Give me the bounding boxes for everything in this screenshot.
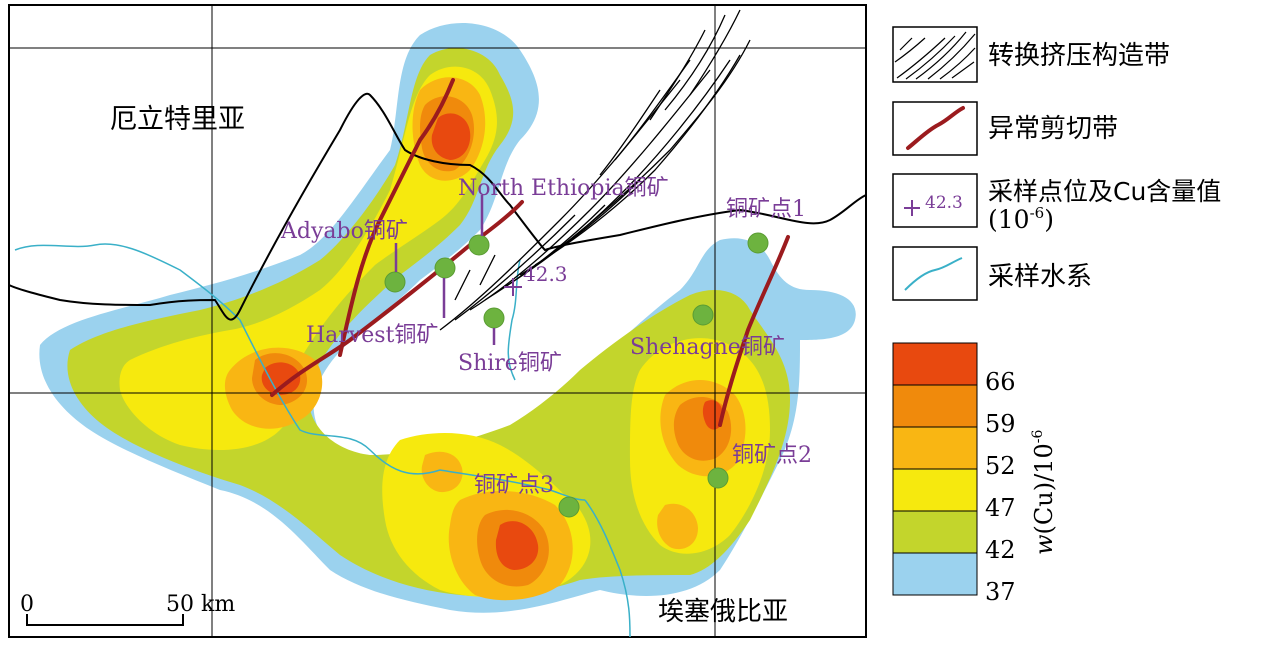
colorbar-tick-42: 42 (985, 536, 1016, 564)
mine-label-site-1: 铜矿点1 (726, 197, 806, 222)
mine-label-shehagne: Shehagne铜矿 (630, 335, 785, 360)
legend: 转换挤压构造带 异常剪切带 42.3 采样点位及Cu含量值 (10-6) 采样水… (892, 26, 1221, 606)
legend-sample-value: 42.3 (925, 193, 963, 213)
scale-bar: 0 50 km (20, 592, 235, 626)
sample-site (384, 271, 406, 293)
mine-label-shire: Shire铜矿 (458, 351, 562, 376)
colorbar-class-47 (892, 468, 978, 512)
colorbar-tick-37: 37 (985, 578, 1016, 606)
leader-lines (394, 195, 496, 345)
mine-labels: Adyabo铜矿 North Ethiopia铜矿 Harvest铜矿 Shir… (280, 176, 812, 498)
drainage-icon (892, 246, 978, 301)
mine-label-harvest: Harvest铜矿 (306, 323, 438, 348)
colorbar-tick-66: 66 (985, 368, 1016, 396)
colorbar-class-52 (892, 426, 978, 470)
sample-site (558, 496, 580, 518)
legend-label-sample: 采样点位及Cu含量值 (988, 177, 1221, 206)
scale-distance: 50 km (166, 592, 235, 617)
legend-label-sample-unit: (10-6) (988, 204, 1054, 234)
drainage-lines (14, 243, 631, 637)
sample-sites (384, 232, 769, 518)
map-grid (9, 5, 866, 637)
shear-zone-icon (892, 101, 978, 156)
scale-zero: 0 (20, 592, 34, 617)
country-label-ethiopia: 埃塞俄比亚 (658, 597, 788, 627)
country-border (9, 92, 866, 321)
colorbar-class-59 (892, 384, 978, 428)
sample-site (468, 234, 490, 256)
contour-42 (67, 47, 791, 597)
country-label-eritrea: 厄立特里亚 (110, 104, 245, 135)
colorbar-class-37 (892, 552, 978, 596)
sample-site (483, 307, 505, 329)
colorbar-tick-59: 59 (985, 410, 1016, 438)
sample-site (747, 232, 769, 254)
compression-zone (439, 9, 751, 331)
sample-value-marker: 42.3 (504, 262, 568, 296)
contour-52 (224, 77, 746, 601)
sample-site (434, 257, 456, 279)
sample-point-icon: 42.3 (892, 173, 978, 228)
mine-label-site-2: 铜矿点2 (732, 443, 812, 468)
sample-site (707, 467, 729, 489)
sample-site (692, 304, 714, 326)
colorbar: 66 59 52 47 42 37 (892, 342, 1016, 606)
anomaly-contours (9, 5, 866, 637)
mine-label-north-ethiopia: North Ethiopia铜矿 (458, 176, 669, 201)
legend-label-drainage: 采样水系 (988, 262, 1092, 292)
colorbar-tick-47: 47 (985, 494, 1016, 522)
mine-label-adyabo: Adyabo铜矿 (280, 219, 408, 244)
legend-label-compression: 转换挤压构造带 (988, 41, 1170, 71)
shear-zones (270, 78, 790, 427)
colorbar-class-66 (892, 342, 978, 386)
sample-value-label: 42.3 (523, 262, 568, 286)
colorbar-class-42 (892, 510, 978, 554)
colorbar-tick-52: 52 (985, 452, 1016, 480)
colorbar-title: w(Cu)/10-6 (1030, 430, 1058, 555)
legend-label-shear: 异常剪切带 (988, 114, 1118, 144)
mine-label-site-3: 铜矿点3 (474, 473, 554, 498)
compression-zone-icon (892, 26, 978, 83)
